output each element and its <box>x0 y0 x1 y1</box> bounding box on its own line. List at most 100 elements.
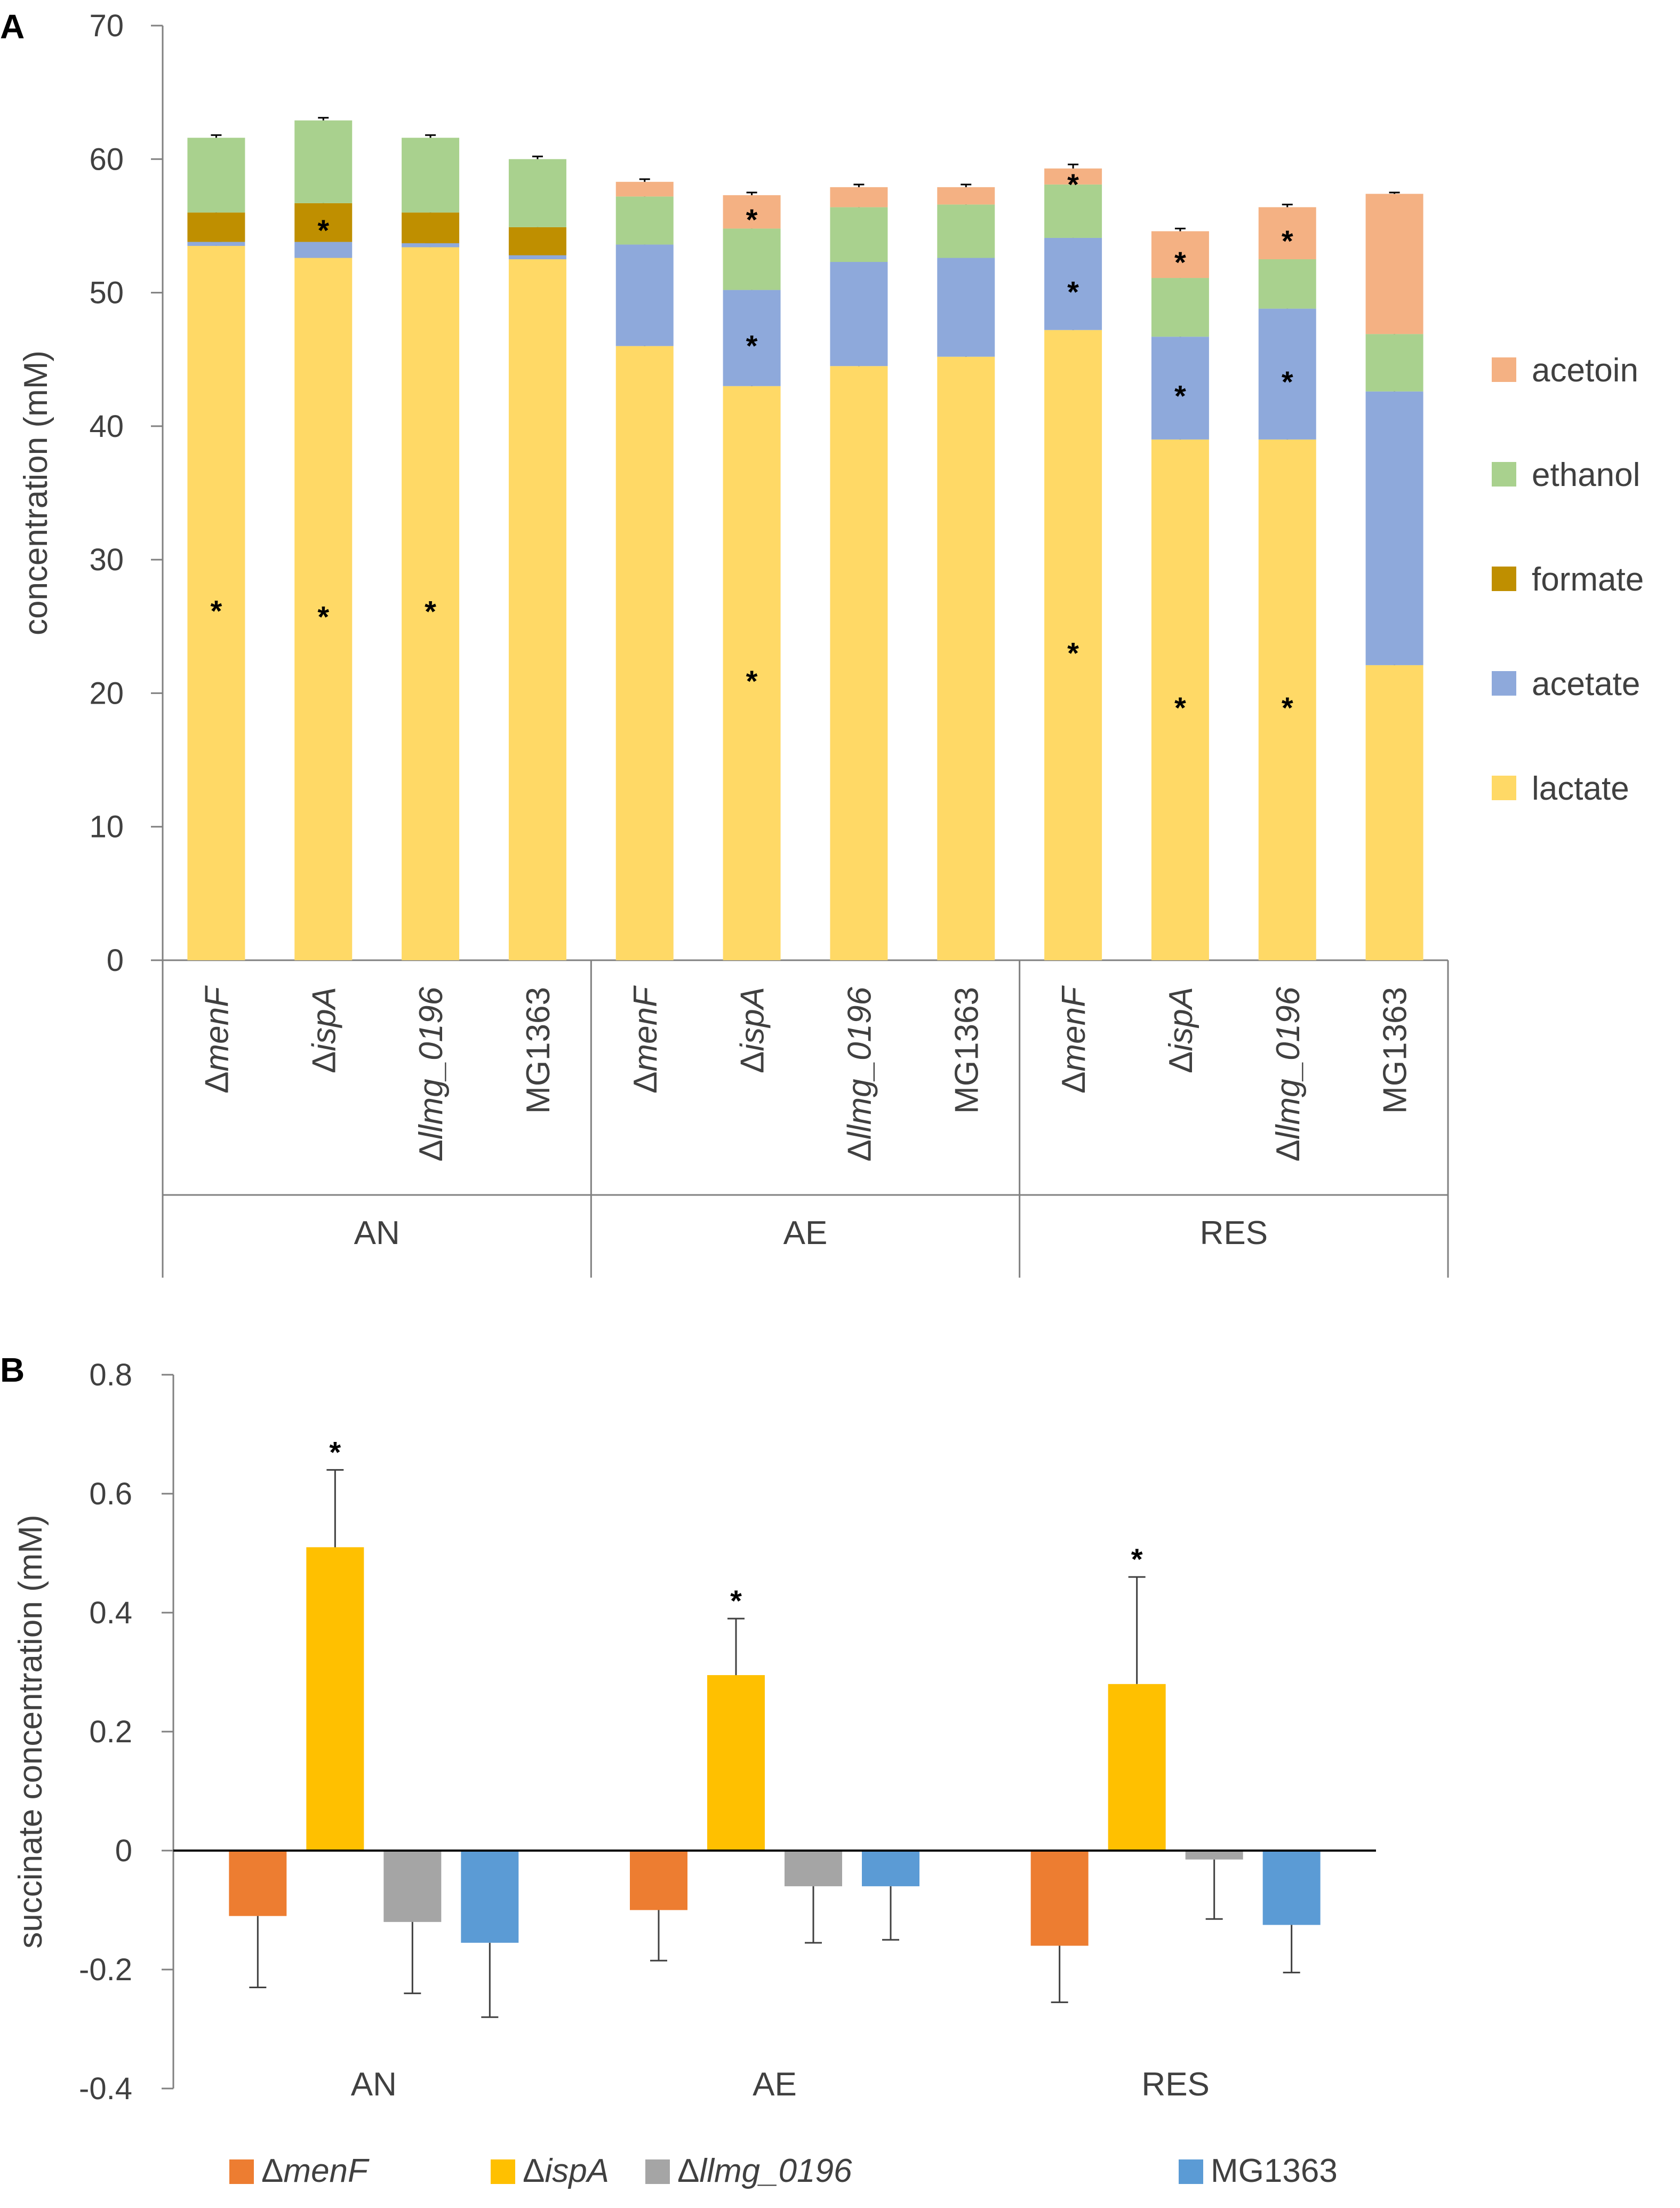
significance-marker: * <box>211 594 222 627</box>
bar-acetate <box>187 242 245 246</box>
bar-lactate <box>1258 439 1316 960</box>
legend-swatch-ethanol <box>1492 462 1516 487</box>
bar-ethanol <box>187 138 245 213</box>
bar-acetate <box>402 243 460 248</box>
bar-ispA <box>707 1675 765 1851</box>
legend-label-formate: formate <box>1532 561 1644 598</box>
panel-b-y-tick-label: 0.6 <box>89 1477 132 1511</box>
legend-label-llmg_0196-name: llmg_0196 <box>699 2153 852 2189</box>
panel-a-category-label-name: menF <box>627 985 664 1072</box>
bar-acetate <box>294 242 353 258</box>
bar-lactate <box>830 366 888 961</box>
legend-label-acetoin: acetoin <box>1532 352 1638 389</box>
bar-lactate <box>1365 665 1423 960</box>
panel-a-category-label-name: menF <box>198 985 235 1072</box>
panel-a-category-label-prefix: Δ <box>627 1071 664 1093</box>
panel-a-category-label-prefix: Δ <box>734 1051 771 1073</box>
bar-llmg_0196 <box>1185 1851 1243 1860</box>
significance-marker: * <box>329 1435 341 1469</box>
significance-marker: * <box>1131 1542 1143 1576</box>
bar-MG1363 <box>862 1851 919 1886</box>
legend-swatch-MG1363 <box>1179 2159 1203 2184</box>
panel-a-category-label: MG1363 <box>1377 987 1414 1114</box>
panel-a-category-label-name: ispA <box>734 987 771 1051</box>
significance-marker: * <box>1174 691 1186 724</box>
panel-a-category-label-name: MG1363 <box>520 987 557 1114</box>
legend-label-llmg_0196-prefix: Δ <box>677 2153 699 2189</box>
legend-label-llmg_0196: Δllmg_0196 <box>677 2153 852 2189</box>
legend-label-menF-name: menF <box>283 2153 370 2189</box>
significance-marker: * <box>317 213 329 247</box>
legend-swatch-acetoin <box>1492 357 1516 382</box>
panel-b-axes: -0.4 -0.2 0 0.2 0.4 0.6 0.8 succinate concentra… <box>12 1358 1210 2106</box>
significance-marker: * <box>746 203 758 236</box>
panel-a-category-label-name: MG1363 <box>948 987 985 1114</box>
panel-a-category-label: ΔispA <box>734 987 771 1073</box>
panel-a-group-label: AE <box>783 1215 828 1252</box>
bar-menF <box>630 1851 687 1910</box>
panel-a-y-tick-label: 30 <box>89 543 124 577</box>
bar-formate <box>508 227 566 256</box>
panel-a-y-tick-label: 0 <box>107 943 124 978</box>
panel-a-legend: acetoin ethanol formate acetate lactate <box>1492 352 1644 807</box>
legend-swatch-llmg_0196 <box>645 2159 670 2184</box>
panel-a-axes: 0 10 20 30 40 50 60 70 concentration (mM) <box>18 9 1449 1278</box>
panel-a-category-label: Δllmg_0196 <box>1270 986 1307 1161</box>
legend-swatch-acetate <box>1492 671 1516 696</box>
significance-marker: * <box>1282 365 1293 398</box>
panel-a-category-label-prefix: Δ <box>841 1139 878 1161</box>
panel-b-y-tick-label: 0.8 <box>89 1358 132 1392</box>
panel-a-y-tick-label: 20 <box>89 676 124 711</box>
panel-a-y-tick-label: 10 <box>89 810 124 844</box>
legend-label-ispA-name: ispA <box>545 2153 609 2189</box>
panel-a-category-label-prefix: Δ <box>1163 1051 1199 1073</box>
panel-b-category-label: RES <box>1141 2066 1209 2103</box>
panel-b-y-axis-title: succinate concentration (mM) <box>12 1514 49 1948</box>
bar-MG1363 <box>1262 1851 1321 1925</box>
legend-label-lactate: lactate <box>1532 770 1629 807</box>
bar-ethanol <box>615 196 674 245</box>
bar-acetate <box>830 262 888 366</box>
panel-a-category-label-name: menF <box>1055 985 1092 1072</box>
panel-a-category-label-name: llmg_0196 <box>413 986 450 1139</box>
bar-ethanol <box>1151 278 1209 337</box>
significance-marker: * <box>746 329 758 363</box>
legend-swatch-formate <box>1492 567 1516 591</box>
panel-a-category-label: Δllmg_0196 <box>841 986 878 1161</box>
bar-lactate <box>187 245 245 960</box>
legend-label-menF-prefix: Δ <box>261 2153 283 2189</box>
panel-b-bars: * * * <box>173 1435 1376 2018</box>
panel-b-y-tick-label: -0.2 <box>79 1952 132 1987</box>
legend-swatch-menF <box>229 2159 254 2184</box>
bar-lactate <box>937 356 995 961</box>
bar-acetate <box>508 255 566 259</box>
bar-acetate <box>615 244 674 346</box>
bar-menF <box>229 1851 287 1916</box>
bar-menF <box>1030 1851 1089 1946</box>
bar-formate <box>402 212 460 243</box>
panel-b-legend: ΔmenF ΔispA Δllmg_0196 MG1363 <box>229 2153 1338 2189</box>
panel-a-category-label-name: llmg_0196 <box>1270 986 1307 1139</box>
panel-label-a: A <box>0 7 25 46</box>
panel-a-category-label-name: llmg_0196 <box>841 986 878 1139</box>
panel-a-group-label: AN <box>354 1215 400 1252</box>
legend-swatch-lactate <box>1492 776 1516 800</box>
legend-label-MG1363: MG1363 <box>1211 2153 1338 2189</box>
panel-b-y-tick-label: 0 <box>115 1834 132 1868</box>
bar-acetate <box>1258 308 1316 440</box>
significance-marker: * <box>1067 168 1079 201</box>
legend-label-acetate: acetate <box>1532 666 1640 703</box>
bar-ethanol <box>508 159 566 227</box>
panel-b-y-tick-label: 0.4 <box>89 1596 132 1630</box>
panel-a-category-label: MG1363 <box>948 987 985 1114</box>
panel-a-category-label: ΔmenF <box>627 985 664 1094</box>
panel-a-category-label-name: MG1363 <box>1377 987 1414 1114</box>
bar-acetoin <box>615 181 674 197</box>
significance-marker: * <box>1174 245 1186 279</box>
panel-a-bars: * * * * * * * * * * * * * * * * <box>187 117 1423 961</box>
panel-a-category-label: MG1363 <box>520 987 557 1114</box>
panel-a-category-label-prefix: Δ <box>413 1139 450 1161</box>
bar-lactate <box>1151 439 1209 960</box>
bar-acetoin <box>1151 231 1209 278</box>
bar-lactate <box>615 346 674 960</box>
